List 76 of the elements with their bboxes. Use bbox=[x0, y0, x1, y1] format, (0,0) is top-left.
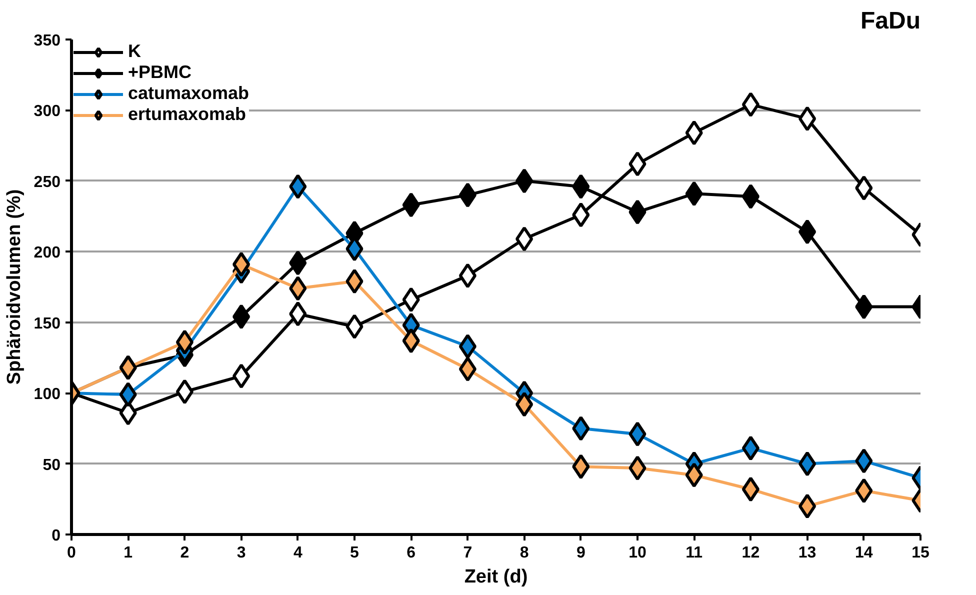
point bbox=[628, 456, 646, 481]
legend-label: ertumaxomab bbox=[128, 104, 246, 125]
x-axis-title: Zeit (d) bbox=[464, 566, 528, 588]
point bbox=[572, 202, 590, 228]
x-tick-label: 13 bbox=[798, 544, 816, 562]
legend-label: catumaxomab bbox=[128, 83, 250, 104]
point bbox=[402, 328, 420, 354]
point bbox=[119, 382, 137, 407]
point bbox=[855, 294, 873, 320]
point bbox=[232, 252, 250, 277]
point bbox=[742, 476, 760, 502]
point bbox=[346, 268, 364, 294]
x-tick-label: 8 bbox=[520, 544, 529, 562]
point bbox=[289, 276, 307, 301]
point bbox=[346, 314, 364, 340]
point bbox=[628, 151, 646, 176]
x-tick-label: 15 bbox=[912, 544, 930, 562]
x-tick-label: 12 bbox=[742, 544, 760, 562]
point bbox=[628, 422, 646, 447]
x-tick-label: 14 bbox=[855, 544, 873, 562]
point bbox=[798, 106, 816, 132]
x-tick-label: 6 bbox=[406, 544, 416, 562]
point bbox=[515, 168, 534, 194]
point bbox=[798, 451, 816, 476]
point bbox=[685, 462, 703, 488]
point bbox=[572, 174, 590, 200]
legend-label: K bbox=[128, 41, 142, 62]
y-tick-label: 0 bbox=[52, 528, 61, 544]
x-tick-label: 7 bbox=[463, 544, 472, 562]
point bbox=[515, 392, 534, 417]
point bbox=[742, 184, 760, 209]
x-tick-label: 11 bbox=[686, 544, 703, 562]
point bbox=[798, 219, 816, 244]
y-tick-label: 250 bbox=[34, 174, 61, 191]
point bbox=[458, 356, 477, 382]
point bbox=[572, 454, 590, 480]
point bbox=[289, 250, 307, 276]
point bbox=[685, 120, 703, 146]
point bbox=[628, 200, 646, 225]
point bbox=[232, 364, 250, 389]
point bbox=[176, 330, 194, 355]
point bbox=[855, 478, 873, 504]
point bbox=[798, 494, 816, 519]
x-tick-label: 0 bbox=[67, 544, 76, 562]
point bbox=[855, 176, 873, 200]
legend-label: +PBMC bbox=[128, 62, 192, 83]
point bbox=[742, 92, 760, 118]
x-tick-label: 1 bbox=[124, 544, 133, 562]
x-tick-label: 4 bbox=[293, 544, 302, 562]
point bbox=[289, 174, 307, 200]
x-tick-label: 3 bbox=[236, 544, 246, 562]
x-tick-label: 10 bbox=[628, 544, 646, 562]
point bbox=[458, 334, 477, 359]
point bbox=[855, 448, 873, 474]
point bbox=[685, 181, 703, 206]
point bbox=[458, 263, 477, 288]
y-tick-label: 150 bbox=[34, 315, 61, 332]
point bbox=[742, 436, 760, 461]
y-tick-label: 100 bbox=[34, 386, 61, 404]
x-tick-label: 2 bbox=[180, 544, 190, 562]
y-tick-label: 50 bbox=[42, 456, 61, 474]
x-tick-label: 5 bbox=[350, 544, 360, 562]
y-tick-label: 300 bbox=[34, 103, 61, 120]
y-tick-label: 200 bbox=[34, 244, 61, 262]
chart-title: FaDu bbox=[860, 8, 920, 34]
point bbox=[572, 416, 590, 441]
point bbox=[289, 301, 307, 326]
y-axis-title: Sphäroidvolumen (%) bbox=[4, 189, 25, 385]
point bbox=[402, 287, 420, 312]
point bbox=[232, 304, 250, 330]
point bbox=[515, 226, 534, 252]
x-tick-label: 9 bbox=[576, 544, 586, 562]
point bbox=[458, 182, 477, 208]
point bbox=[176, 379, 194, 404]
point bbox=[402, 192, 420, 218]
y-tick-label: 350 bbox=[34, 32, 61, 50]
